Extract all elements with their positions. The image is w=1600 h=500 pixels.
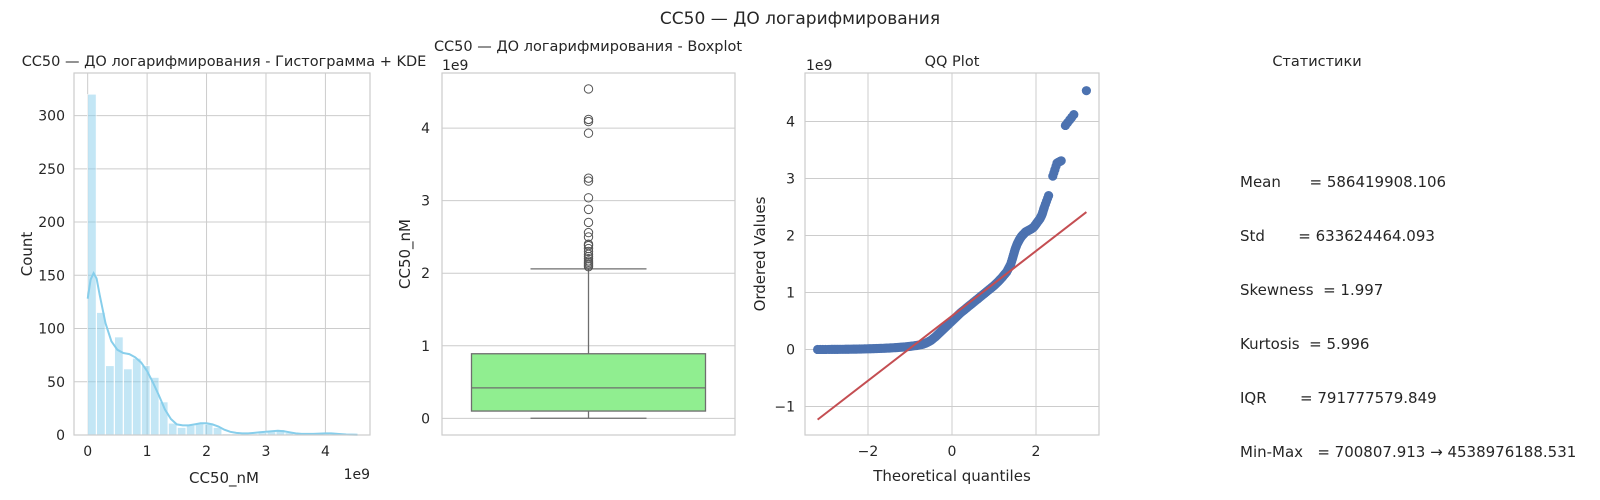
qq-x-tick-label: 0 [948,444,957,460]
boxplot-y-offset: 1e9 [442,58,468,74]
hist-bar [186,425,196,436]
box-y-tick-label: 4 [421,121,430,137]
qq-panel: QQ Plot −2 0 2 −1 0 1 2 3 4 Theoretical quantil… [751,54,1100,485]
hist-x-tick-label: 2 [202,444,211,460]
box-outlier [583,246,594,257]
hist-x-tick-label: 0 [83,444,92,460]
qq-grid [805,73,1099,435]
qq-y-offset: 1e9 [806,58,832,74]
box-outlier [583,193,594,203]
hist-bar [123,368,133,436]
boxplot-frame [441,72,736,436]
histogram-x-offset: 1e9 [344,467,370,483]
qq-point [1069,110,1079,120]
box-y-tick-label: 2 [421,266,430,282]
qq-y-tick-label: 2 [786,228,795,244]
box-outlier [583,232,594,242]
stats-iqr: IQR = 791777579.849 [1240,389,1437,407]
qq-y-ticks: −1 0 1 2 3 4 [774,114,795,415]
box-y-tick-label: 3 [421,194,430,210]
stats-panel: Mean = 586419908.106 Std = 633624464.093… [1240,137,1576,479]
boxplot-body [470,268,707,419]
hist-bar [105,365,115,436]
hist-bar [177,427,187,436]
qq-point [1081,86,1091,96]
hist-y-tick-label: 250 [38,162,65,178]
histogram-x-label: CC50_nM [189,469,259,488]
box-outlier [583,256,594,266]
histogram-y-ticks: 0 50 100 150 200 250 300 [38,109,65,444]
histogram-y-label: Count [18,232,36,277]
qq-fit-line [816,211,1088,421]
box-outlier [583,227,594,238]
box-outlier [583,128,594,138]
box-outlier [583,84,594,94]
histogram-panel: CC50 — ДО логарифмирования - Гистограмма… [18,54,426,488]
hist-x-tick-label: 1 [143,444,152,460]
box-outlier [583,116,594,127]
qq-point [1044,190,1054,201]
hist-y-tick-label: 0 [56,428,65,444]
hist-y-tick-label: 100 [38,322,65,338]
figure-suptitle: CC50 — ДО логарифмирования [660,9,940,29]
boxplot-outliers [583,84,594,272]
boxplot-y-ticks: 0 1 2 3 4 [421,121,430,427]
box-outlier [583,217,594,228]
hist-bar [96,312,106,436]
box-outlier [583,173,594,183]
qq-point [1056,156,1066,166]
qq-x-tick-label: 2 [1032,444,1041,460]
stats-std: Std = 633624464.093 [1240,227,1435,245]
hist-y-tick-label: 150 [38,268,65,284]
box-outlier [583,239,594,249]
kde-curve [86,271,358,436]
hist-bar [132,358,142,436]
boxplot-y-label: CC50_nM [396,219,415,289]
stats-kurtosis: Kurtosis = 5.996 [1240,335,1370,353]
hist-y-tick-label: 50 [47,375,65,391]
histogram-title: CC50 — ДО логарифмирования - Гистограмма… [22,54,427,70]
qq-y-label: Ordered Values [751,196,769,311]
box-outlier [583,243,594,254]
histogram-bars [87,93,358,436]
box-y-tick-label: 0 [421,411,430,427]
box-outlier [583,254,594,264]
stats-title: Статистики [1272,54,1361,70]
box-outlier [583,114,594,125]
hist-bar [87,93,97,436]
qq-y-tick-label: 1 [786,285,795,301]
hist-bar [168,422,178,436]
qq-y-tick-label: 3 [786,171,795,187]
qq-title: QQ Plot [925,54,980,70]
hist-x-tick-label: 3 [262,444,271,460]
qq-y-tick-label: −1 [774,399,795,415]
qq-y-tick-label: 0 [786,342,795,358]
stats-min-max: Min-Max = 700807.913 → 4538976188.531 [1240,443,1577,461]
histogram-frame [73,72,371,436]
box-outlier [583,176,594,186]
qq-x-tick-label: −2 [858,444,879,460]
hist-y-tick-label: 300 [38,109,65,125]
histogram-x-ticks: 0 1 2 3 4 [83,444,330,460]
qq-y-tick-label: 4 [786,114,795,130]
hist-x-tick-label: 4 [321,444,330,460]
box-iqr [470,353,707,412]
qq-x-ticks: −2 0 2 [858,444,1041,460]
box-outlier [583,204,594,215]
qq-frame [804,72,1100,436]
stats-mean: Mean = 586419908.106 [1240,173,1447,191]
boxplot-title: CC50 — ДО логарифмирования - Boxplot [434,39,742,55]
hist-y-tick-label: 200 [38,215,65,231]
hist-bar [204,424,214,436]
stats-skewness: Skewness = 1.997 [1240,281,1384,299]
box-y-tick-label: 1 [421,339,430,355]
boxplot-panel: CC50 — ДО логарифмирования - Boxplot 0 1 2… [396,39,742,436]
qq-x-label: Theoretical quantiles [872,467,1031,485]
